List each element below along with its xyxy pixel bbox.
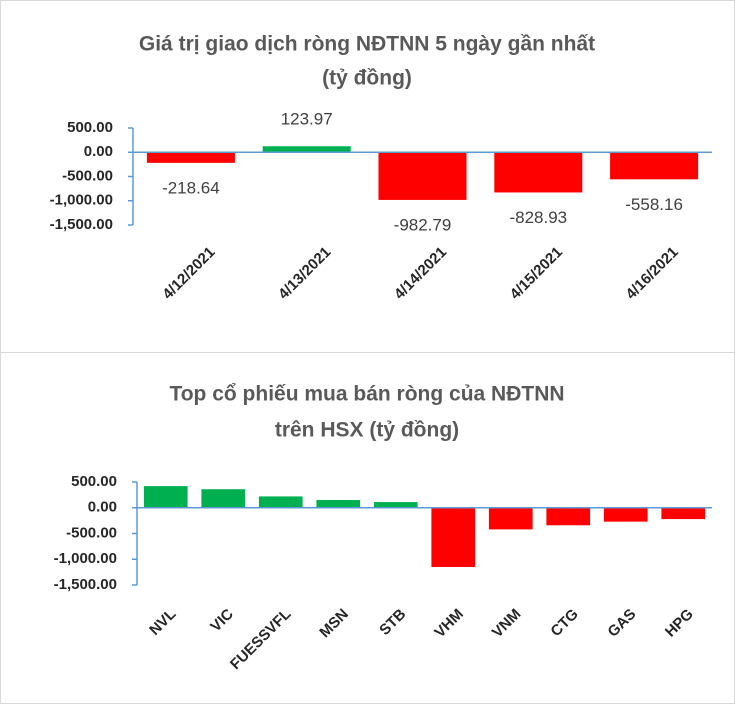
- bar: [661, 507, 706, 520]
- chart-title: Top cổ phiếu mua bán ròng của NĐTNN: [169, 383, 564, 406]
- bar: [378, 152, 467, 200]
- y-tick-label: -1,000.00: [54, 550, 117, 567]
- data-label: -828.93: [509, 208, 567, 227]
- x-tick-label: GAS: [604, 606, 639, 641]
- chart-title: (tỷ đồng): [322, 67, 412, 90]
- x-tick-label: FUESSVFL: [227, 606, 294, 673]
- bar: [143, 486, 188, 508]
- y-tick-label: 500.00: [71, 473, 117, 490]
- bar: [494, 152, 583, 193]
- x-tick-label: VNM: [489, 606, 525, 642]
- bar: [488, 507, 533, 530]
- bar: [262, 146, 351, 153]
- y-tick-label: -500.00: [66, 524, 117, 541]
- y-tick-label: -1,500.00: [50, 216, 113, 233]
- x-tick-label: NVL: [146, 606, 179, 639]
- x-tick-label: 4/16/2021: [623, 244, 682, 303]
- x-tick-label: 4/15/2021: [507, 244, 566, 303]
- bar: [603, 507, 648, 522]
- data-label: -558.16: [625, 195, 683, 214]
- y-tick-label: 0.00: [88, 499, 117, 516]
- bar: [546, 507, 591, 526]
- data-label: -982.79: [394, 215, 452, 234]
- bar: [258, 496, 303, 508]
- bar: [610, 152, 699, 180]
- x-tick-label: 4/14/2021: [391, 244, 450, 303]
- x-tick-label: VIC: [207, 606, 237, 636]
- x-tick-label: 4/13/2021: [275, 244, 334, 303]
- bar: [201, 489, 246, 508]
- x-tick-label: STB: [376, 605, 409, 638]
- chart-title: Giá trị giao dịch ròng NĐTNN 5 ngày gần …: [139, 33, 595, 56]
- y-tick-label: 500.00: [67, 119, 113, 136]
- y-tick-label: 0.00: [84, 143, 113, 160]
- bar: [316, 500, 361, 508]
- data-label: 123.97: [281, 110, 333, 129]
- x-tick-label: MSN: [316, 606, 352, 642]
- chart-title: trên HSX (tỷ đồng): [275, 419, 459, 442]
- y-tick-label: -1,500.00: [54, 576, 117, 593]
- bar: [373, 502, 418, 508]
- bar: [431, 507, 476, 567]
- y-tick-label: -500.00: [62, 167, 113, 184]
- x-tick-label: 4/12/2021: [159, 244, 218, 303]
- x-tick-label: HPG: [662, 606, 697, 641]
- data-label: -218.64: [162, 178, 220, 197]
- x-tick-label: CTG: [547, 606, 581, 640]
- y-tick-label: -1,000.00: [50, 192, 113, 209]
- x-tick-label: VHM: [431, 606, 467, 642]
- bar: [146, 152, 235, 163]
